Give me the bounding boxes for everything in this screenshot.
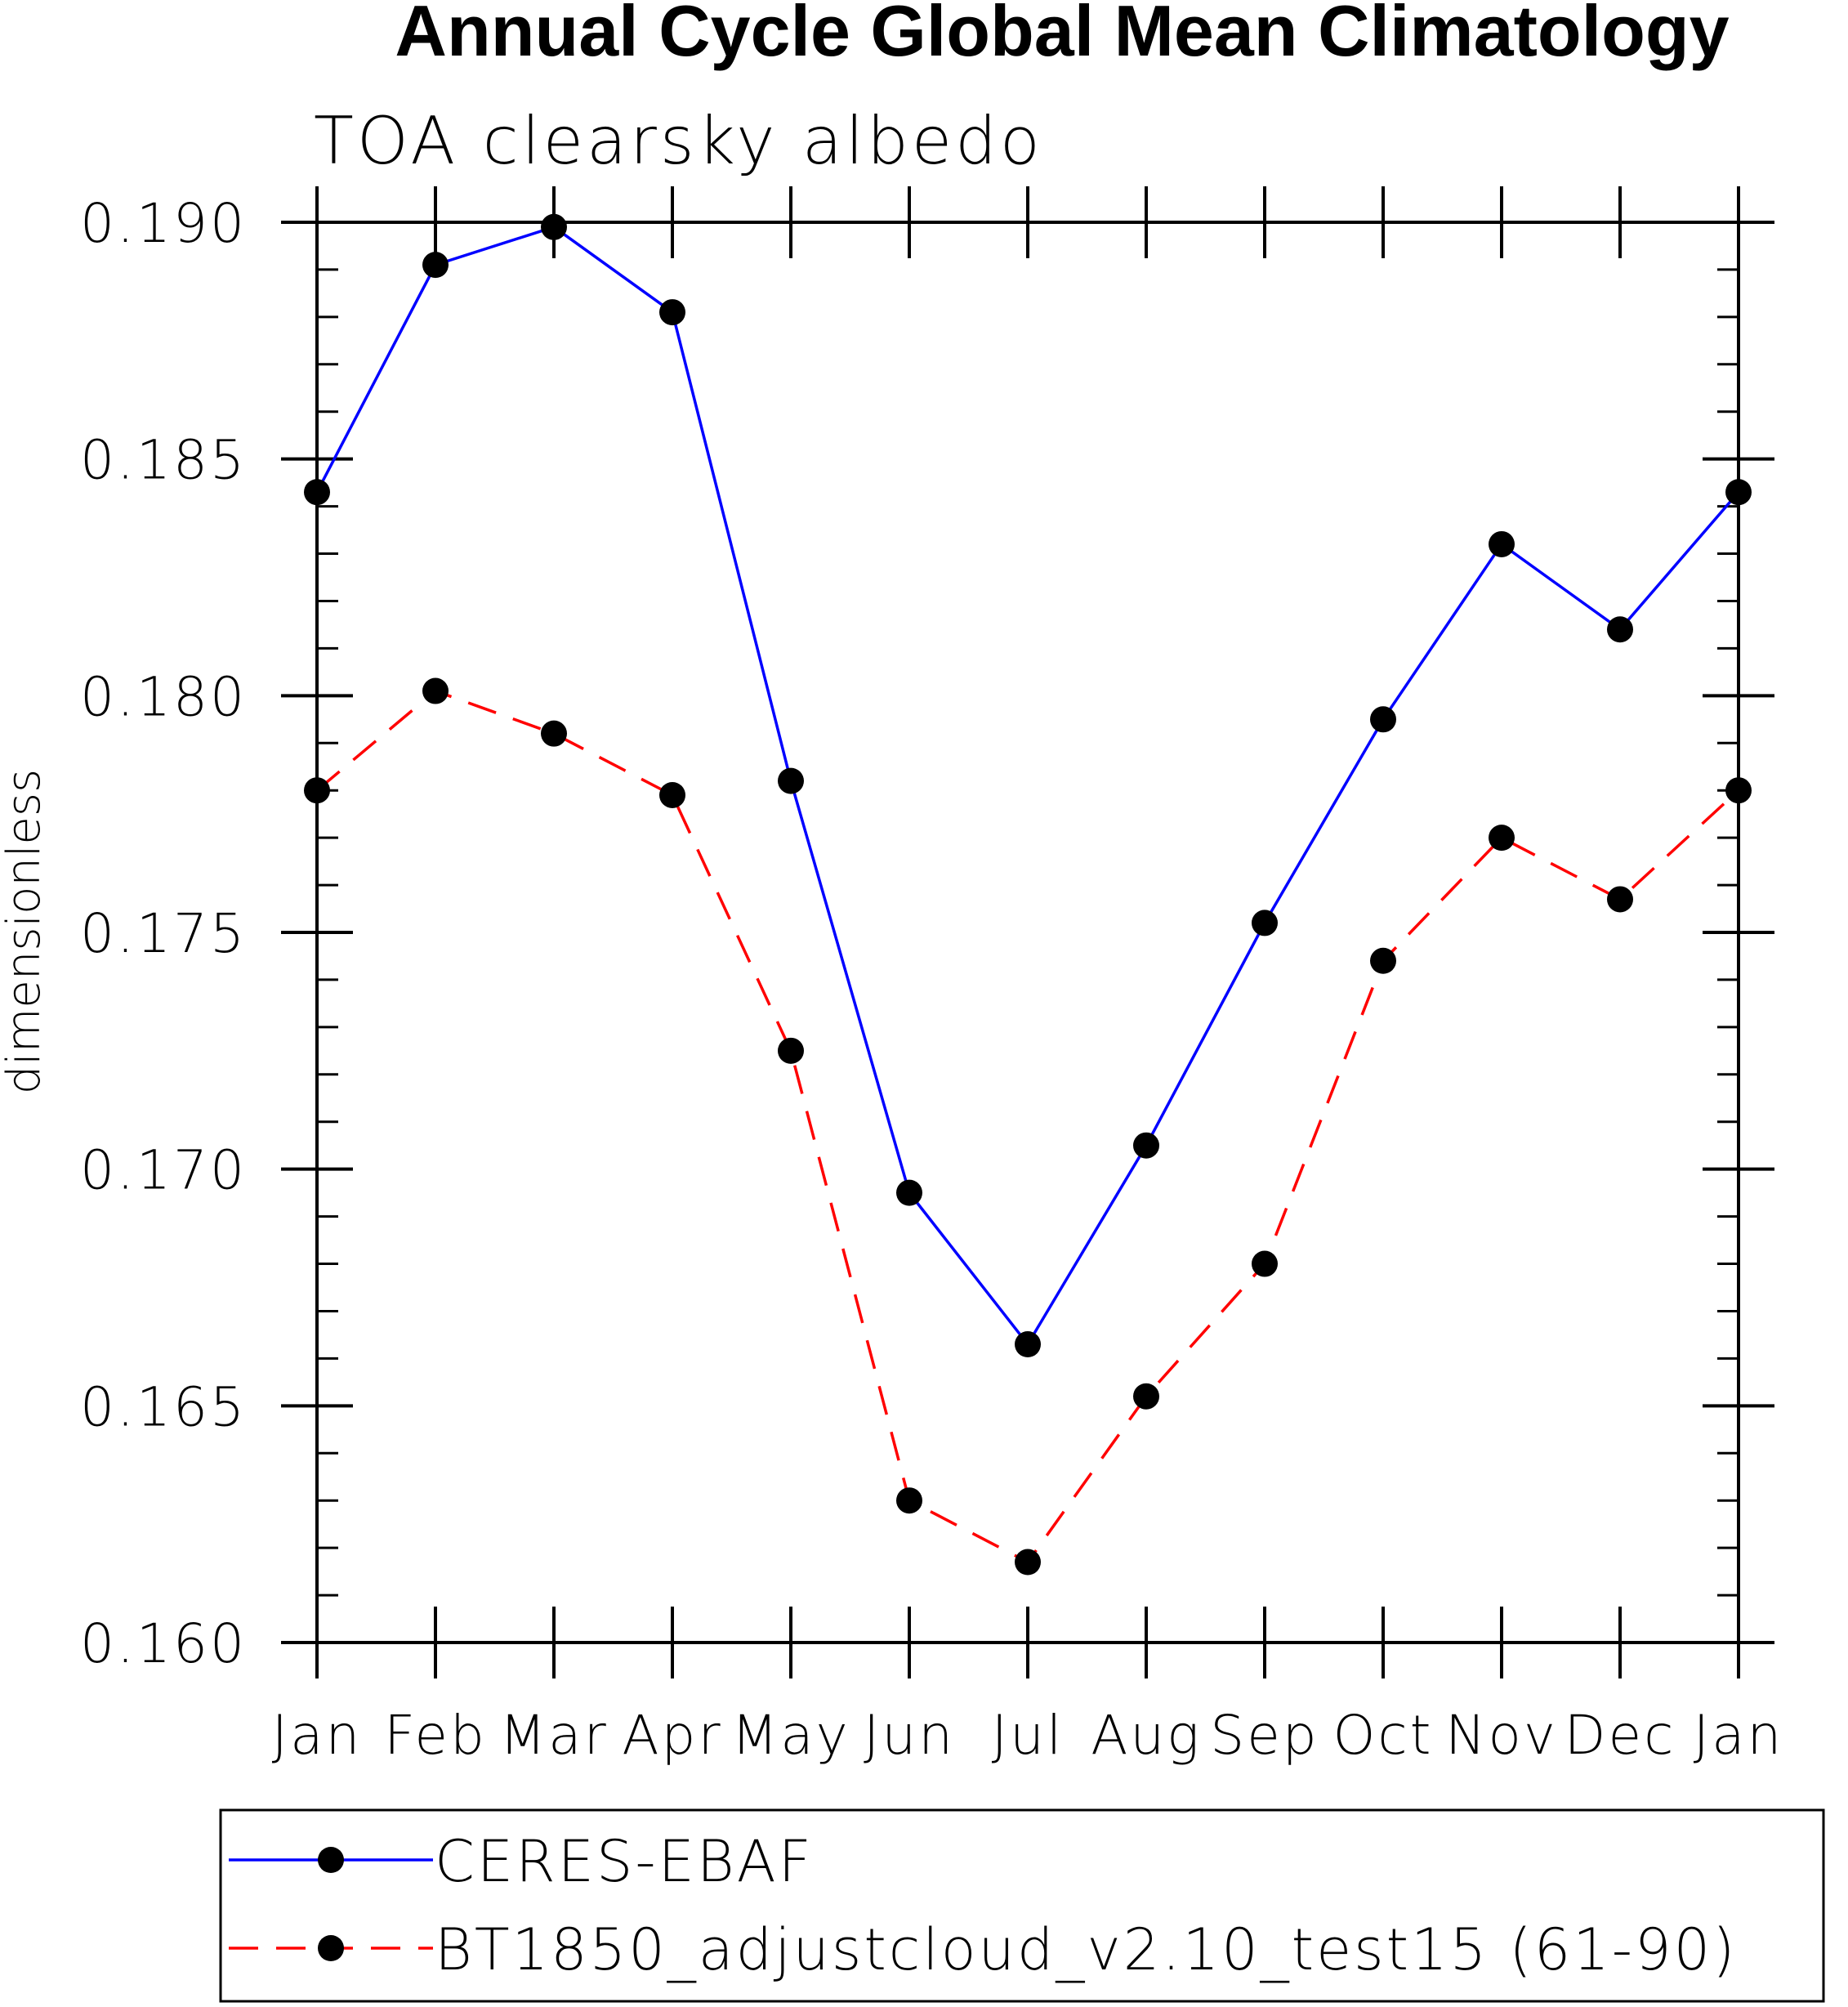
chart-subtitle: TOA clearsky albedo	[314, 103, 1043, 179]
series-1-point	[422, 252, 449, 279]
series-line-2	[315, 689, 1740, 1564]
series-line-1	[315, 226, 1740, 1346]
y-tick-label: 0.165	[80, 1375, 247, 1438]
y-tick-label: 0.160	[80, 1612, 247, 1675]
legend: CERES-EBAF BT1850_adjustcloud_v2.10_test1…	[219, 1808, 1825, 2003]
x-tick-label: Jan	[272, 1704, 363, 1767]
series-2-point	[1133, 1383, 1159, 1410]
series-2-point	[422, 677, 449, 704]
axis-ticks: 0.160 0.165 0.170 0.175 0.180 0.185 0.190 Jan Fe…	[80, 186, 1784, 1767]
series-1-point	[1489, 530, 1515, 557]
x-tick-label: Jul	[992, 1704, 1065, 1767]
x-tick-label: May	[731, 1704, 850, 1767]
series-2-point	[1489, 825, 1515, 852]
y-axis-label: dimensionless	[0, 769, 51, 1094]
x-tick-label: Jan	[1694, 1704, 1784, 1767]
y-tick-label: 0.170	[80, 1139, 247, 1202]
x-tick-label: Aug	[1091, 1704, 1202, 1767]
legend-label-1: CERES-EBAF	[435, 1828, 814, 1895]
x-tick-label: Mar	[499, 1704, 609, 1767]
series-2-point	[1607, 886, 1633, 913]
legend-marker-2	[318, 1935, 344, 1961]
series-1-point	[541, 213, 567, 240]
series-1-point	[659, 299, 685, 326]
series-2-point	[659, 781, 685, 808]
series-2-point	[1015, 1549, 1041, 1576]
legend-label-2: BT1850_adjustcloud_v2.10_test15 (61-90)	[435, 1916, 1737, 1983]
series-2-point	[1252, 1250, 1278, 1277]
legend-box	[219, 1808, 1825, 2003]
y-tick-label: 0.185	[80, 429, 247, 492]
x-tick-label: Jun	[864, 1704, 955, 1767]
chart-title: Annual Cycle Global Mean Climatology	[395, 0, 1729, 71]
series-2-point	[1370, 947, 1396, 974]
x-tick-label: Sep	[1210, 1704, 1319, 1767]
x-tick-label: Apr	[622, 1704, 722, 1767]
legend-marker-1	[318, 1847, 344, 1873]
series-1-point	[896, 1179, 922, 1206]
series-2-point	[896, 1487, 922, 1514]
series-1-point	[1370, 706, 1396, 733]
series-2-point	[541, 720, 567, 747]
series-1-point	[1252, 910, 1278, 936]
series-1-point	[1607, 616, 1633, 643]
plot-frame	[315, 221, 1740, 1644]
series-1-point	[1133, 1132, 1159, 1159]
y-tick-label: 0.190	[80, 192, 247, 255]
plot-area	[304, 213, 1752, 1576]
x-tick-label: Nov	[1445, 1704, 1558, 1767]
x-tick-label: Dec	[1565, 1704, 1676, 1767]
series-2-point	[778, 1037, 804, 1064]
series-1-point	[778, 767, 804, 794]
series-1-point	[1015, 1331, 1041, 1358]
x-tick-label: Oct	[1332, 1704, 1433, 1767]
y-tick-label: 0.180	[80, 665, 247, 728]
x-tick-label: Feb	[384, 1704, 487, 1767]
y-tick-label: 0.175	[80, 902, 247, 965]
